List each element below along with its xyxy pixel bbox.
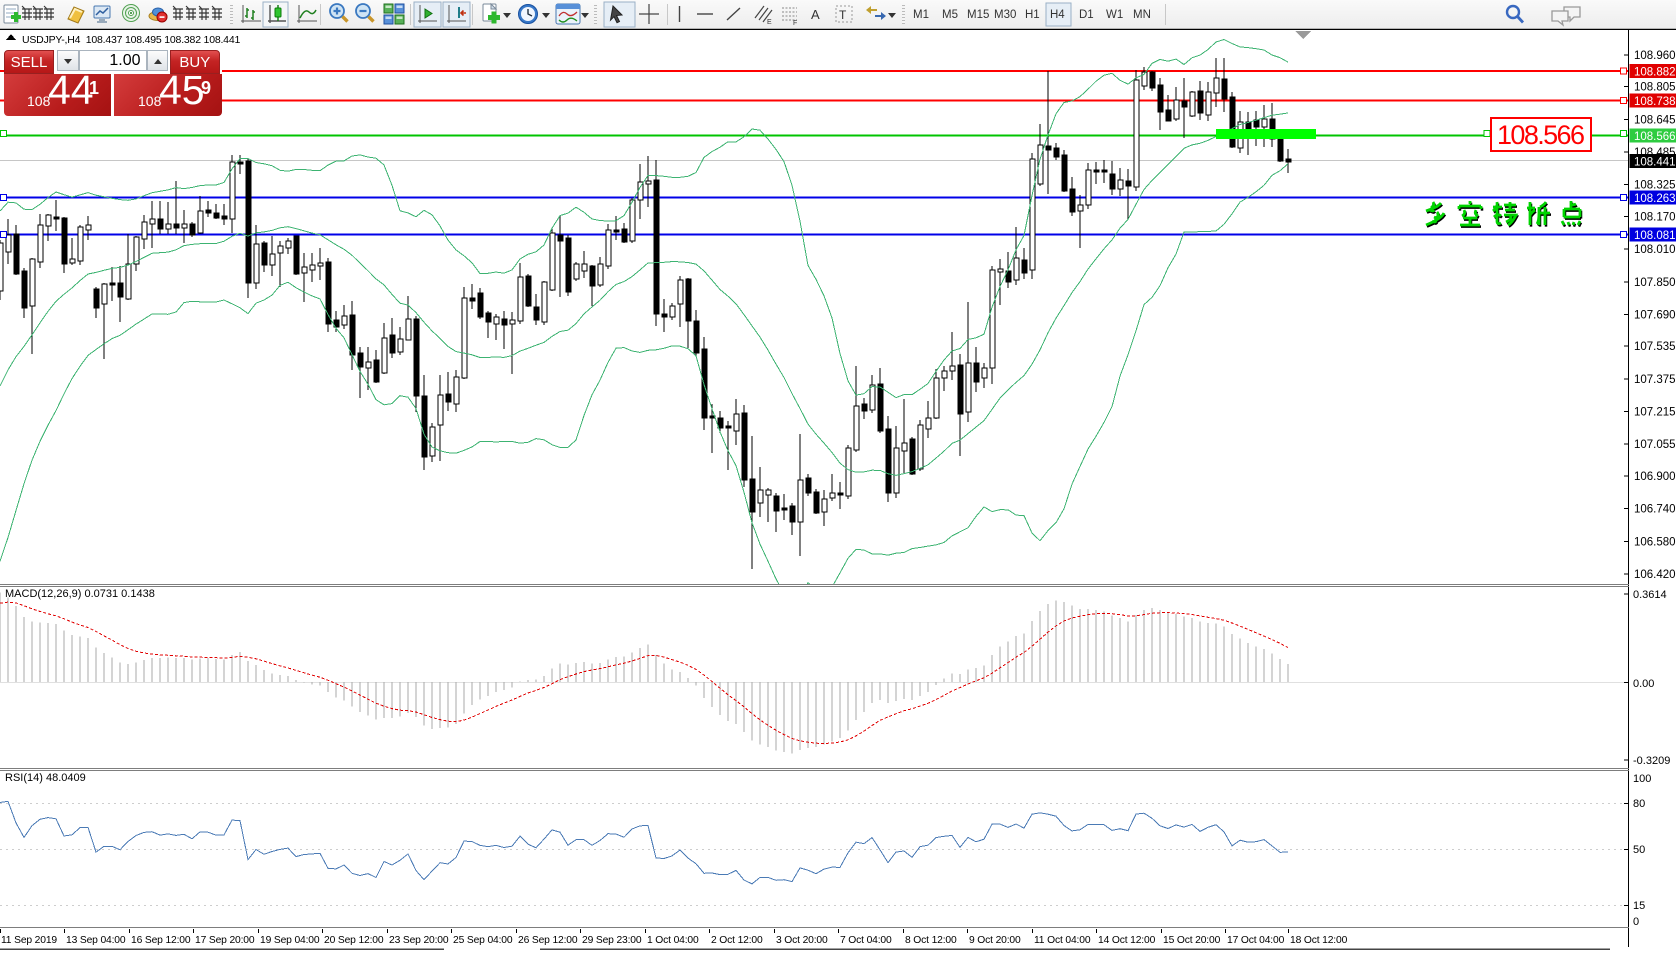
svg-text:H1: H1 [1025,9,1040,21]
svg-text:3 Oct 20:00: 3 Oct 20:00 [776,935,828,946]
svg-text:9 Oct 20:00: 9 Oct 20:00 [969,935,1021,946]
svg-text:108.325: 108.325 [1634,180,1676,192]
svg-text:8 Oct 12:00: 8 Oct 12:00 [905,935,957,946]
svg-text:108.645: 108.645 [1634,114,1676,126]
svg-text:18 Oct 12:00: 18 Oct 12:00 [1290,935,1348,946]
svg-text:108.738: 108.738 [1634,96,1676,108]
svg-text:108.566: 108.566 [1497,120,1585,150]
svg-text:RSI(14) 48.0409: RSI(14) 48.0409 [5,772,86,784]
svg-text:108.263: 108.263 [1634,193,1676,205]
svg-text:11 Oct 04:00: 11 Oct 04:00 [1034,935,1091,946]
svg-text:108.960: 108.960 [1634,50,1676,62]
svg-text:MACD(12,26,9) 0.0731 0.1438: MACD(12,26,9) 0.0731 0.1438 [5,588,155,600]
svg-text:M15: M15 [967,9,989,21]
svg-text:1 Oct 04:00: 1 Oct 04:00 [647,935,699,946]
svg-text:E: E [767,19,772,26]
svg-text:26 Sep 12:00: 26 Sep 12:00 [518,935,578,946]
svg-text:108.566: 108.566 [1634,131,1676,143]
svg-text:17 Oct 04:00: 17 Oct 04:00 [1227,935,1285,946]
svg-text:80: 80 [1633,798,1645,810]
svg-text:23 Sep 20:00: 23 Sep 20:00 [389,935,449,946]
svg-text:25 Sep 04:00: 25 Sep 04:00 [453,935,513,946]
svg-text:15 Oct 20:00: 15 Oct 20:00 [1163,935,1221,946]
svg-text:14 Oct 12:00: 14 Oct 12:00 [1098,935,1156,946]
svg-text:50: 50 [1633,844,1645,856]
svg-text:D1: D1 [1079,9,1094,21]
svg-text:108.441: 108.441 [1634,157,1676,169]
svg-text:M5: M5 [942,9,958,21]
svg-text:0: 0 [1633,916,1639,928]
svg-text:A: A [811,7,820,22]
svg-text:108.882: 108.882 [1634,66,1676,78]
svg-text:106.900: 106.900 [1634,471,1676,483]
svg-text:106.420: 106.420 [1634,569,1676,581]
svg-text:15: 15 [1633,900,1645,912]
svg-text:16 Sep 12:00: 16 Sep 12:00 [131,935,191,946]
svg-text:108.170: 108.170 [1634,211,1676,223]
svg-text:-0.3209: -0.3209 [1633,755,1670,767]
svg-text:107.690: 107.690 [1634,310,1676,322]
svg-text:108.081: 108.081 [1634,230,1676,242]
svg-text:W1: W1 [1106,9,1123,21]
svg-text:0.00: 0.00 [1633,678,1654,690]
svg-text:108.010: 108.010 [1634,244,1676,256]
svg-text:T: T [839,8,847,22]
svg-text:MN: MN [1133,9,1151,21]
svg-text:107.535: 107.535 [1634,341,1676,353]
svg-text:106.740: 106.740 [1634,504,1676,516]
svg-text:107.215: 107.215 [1634,407,1676,419]
svg-text:107.055: 107.055 [1634,439,1676,451]
svg-text:2 Oct 12:00: 2 Oct 12:00 [711,935,763,946]
svg-text:7 Oct 04:00: 7 Oct 04:00 [840,935,892,946]
svg-text:20 Sep 12:00: 20 Sep 12:00 [324,935,384,946]
svg-text:F: F [793,20,797,27]
svg-text:107.850: 107.850 [1634,277,1676,289]
svg-text:106.580: 106.580 [1634,536,1676,548]
svg-text:100: 100 [1633,773,1651,785]
svg-text:29 Sep 23:00: 29 Sep 23:00 [582,935,642,946]
svg-text:13 Sep 04:00: 13 Sep 04:00 [66,935,126,946]
svg-text:0.3614: 0.3614 [1633,589,1667,601]
svg-text:M30: M30 [994,9,1016,21]
svg-text:17 Sep 20:00: 17 Sep 20:00 [195,935,255,946]
svg-text:USDJPY-,H4 108.437 108.495 10: USDJPY-,H4 108.437 108.495 108.382 108.4… [22,34,240,46]
svg-text:H4: H4 [1050,9,1065,21]
svg-text:M1: M1 [913,9,929,21]
svg-text:108.805: 108.805 [1634,82,1676,94]
svg-text:11 Sep 2019: 11 Sep 2019 [1,935,57,946]
svg-text:107.375: 107.375 [1634,374,1676,386]
svg-text:19 Sep 04:00: 19 Sep 04:00 [260,935,320,946]
